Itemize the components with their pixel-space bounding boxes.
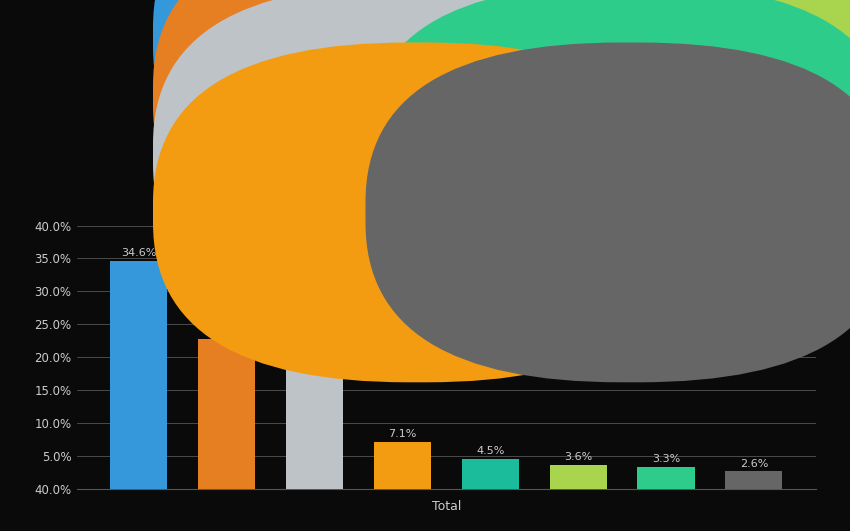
Bar bbox=[198, 339, 255, 489]
Text: DSP - Instance/Batch normalization: DSP - Instance/Batch normalization bbox=[432, 208, 615, 217]
Text: DSP - Permute/transpose/space2depth: DSP - Permute/transpose/space2depth bbox=[432, 32, 633, 42]
Text: 3.3%: 3.3% bbox=[652, 454, 680, 464]
Text: DSP - Softmax: DSP - Softmax bbox=[644, 91, 719, 100]
Text: DSP - LUT: DSP - LUT bbox=[644, 208, 694, 217]
Text: 4.5%: 4.5% bbox=[476, 447, 504, 456]
Text: 34.6%: 34.6% bbox=[121, 249, 156, 259]
Text: 21.7%: 21.7% bbox=[297, 333, 332, 343]
Bar bbox=[110, 261, 167, 489]
Bar bbox=[462, 459, 518, 489]
Text: 3.6%: 3.6% bbox=[564, 452, 592, 462]
Text: DSP - 2 Input Matrix Multiplication: DSP - 2 Input Matrix Multiplication bbox=[432, 149, 609, 159]
Bar bbox=[286, 346, 343, 489]
Bar bbox=[638, 467, 694, 489]
Bar bbox=[374, 442, 431, 489]
X-axis label: Total: Total bbox=[432, 500, 461, 513]
Text: DSP - Data copy: DSP - Data copy bbox=[644, 32, 728, 42]
Text: 2.6%: 2.6% bbox=[740, 459, 768, 469]
Bar bbox=[549, 465, 607, 489]
Text: 7.1%: 7.1% bbox=[388, 429, 416, 439]
Text: HW AI Accelerator - Convolution, Fully connected, Add: HW AI Accelerator - Convolution, Fully c… bbox=[432, 91, 715, 100]
Bar bbox=[725, 472, 782, 489]
Text: 22.7%: 22.7% bbox=[209, 327, 244, 337]
Text: DSP - Data scaling: DSP - Data scaling bbox=[644, 149, 740, 159]
